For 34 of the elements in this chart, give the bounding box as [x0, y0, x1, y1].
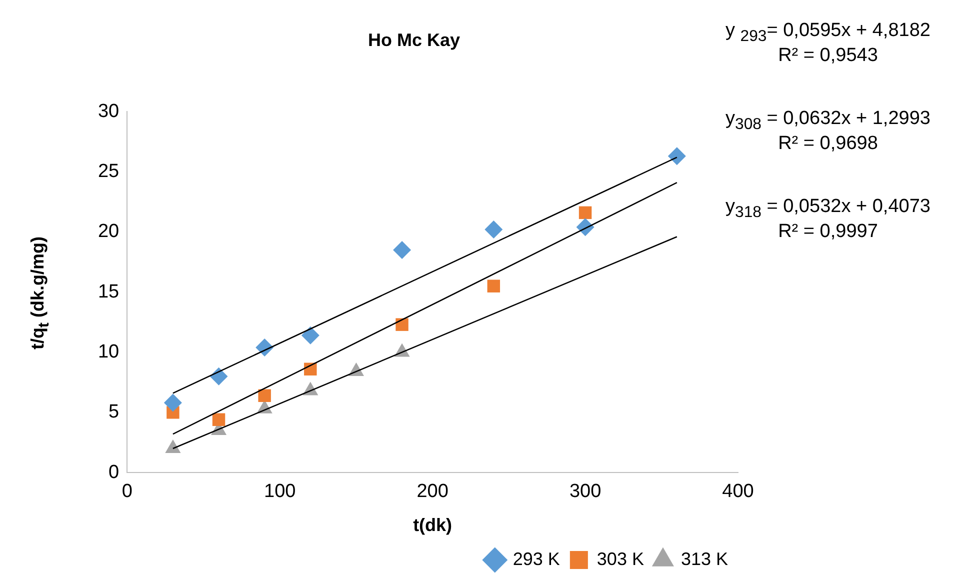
legend-label: 293 K: [512, 548, 560, 569]
y-tick-label: 0: [108, 462, 120, 483]
annotation: y$_{318}$ = 0,0532x + 0,4073: [726, 196, 930, 221]
x-tick-label: 0: [122, 481, 132, 502]
point: [258, 389, 271, 402]
point: [212, 413, 226, 426]
x-axis-title: t(dk): [413, 515, 452, 536]
y-tick-label: 20: [98, 221, 120, 242]
point: [301, 326, 320, 344]
legend-label: 313 K: [680, 548, 728, 569]
point: [578, 206, 592, 220]
y-tick-label: 30: [98, 100, 120, 122]
text: y $_{293}$= 0,0595x + 4,8182: [726, 20, 930, 45]
point: [396, 318, 408, 331]
y-tick-label: 10: [98, 342, 120, 362]
x-tick-label: 300: [569, 481, 602, 502]
text: R² = 0,9543: [777, 45, 879, 67]
point: [668, 147, 686, 166]
x-tick-label: 400: [722, 481, 754, 502]
point: [210, 367, 228, 386]
point: [487, 280, 500, 292]
x-tick-label: 200: [416, 481, 448, 502]
chart-title: Ho Mc Kay: [368, 30, 460, 50]
point: [393, 240, 412, 259]
y-tick-label: 15: [98, 281, 120, 302]
x-tick-label: 100: [264, 481, 296, 502]
text: R² = 0,9997: [777, 221, 879, 243]
point: [164, 394, 182, 412]
y-tick-label: 25: [98, 161, 120, 182]
y-tick-label: 5: [108, 402, 120, 423]
text: R² = 0,9698: [777, 133, 879, 155]
point: [484, 220, 503, 239]
legend-label: 303 K: [596, 548, 644, 569]
annotation: y$_{308}$ = 0,0632x + 1,2993: [726, 108, 930, 133]
